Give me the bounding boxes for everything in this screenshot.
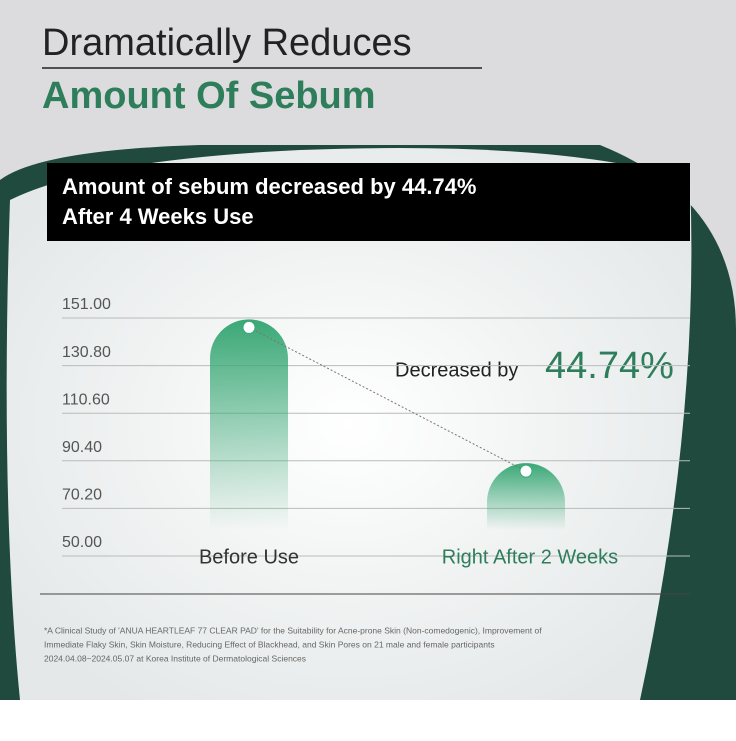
annotation-text: Decreased by bbox=[395, 359, 518, 381]
y-tick-label: 151.00 bbox=[62, 296, 111, 313]
banner-line: Amount of sebum decreased by 44.74% bbox=[62, 174, 476, 199]
bar bbox=[210, 319, 288, 530]
y-tick-label: 90.40 bbox=[62, 439, 102, 456]
subtitle: Amount Of Sebum bbox=[42, 75, 376, 117]
footnote: 2024.04.08~2024.05.07 at Korea Institute… bbox=[44, 653, 306, 663]
x-tick-label: Right After 2 Weeks bbox=[442, 546, 618, 568]
x-tick-label: Before Use bbox=[199, 546, 299, 568]
banner-line: After 4 Weeks Use bbox=[62, 204, 254, 229]
footnote: *A Clinical Study of 'ANUA HEARTLEAF 77 … bbox=[44, 625, 542, 635]
trend-line bbox=[248, 326, 527, 472]
title: Dramatically Reduces bbox=[42, 22, 412, 64]
point bbox=[242, 320, 256, 334]
y-tick-label: 70.20 bbox=[62, 487, 102, 504]
footnote: Immediate Flaky Skin, Skin Moisture, Red… bbox=[44, 639, 495, 649]
bottom-band bbox=[0, 700, 736, 736]
pad bbox=[6, 148, 692, 700]
y-tick-label: 130.80 bbox=[62, 344, 111, 361]
y-tick-label: 50.00 bbox=[62, 534, 102, 551]
bar bbox=[487, 463, 565, 530]
y-tick-label: 110.60 bbox=[62, 391, 110, 408]
banner bbox=[47, 163, 690, 241]
point bbox=[519, 464, 533, 478]
